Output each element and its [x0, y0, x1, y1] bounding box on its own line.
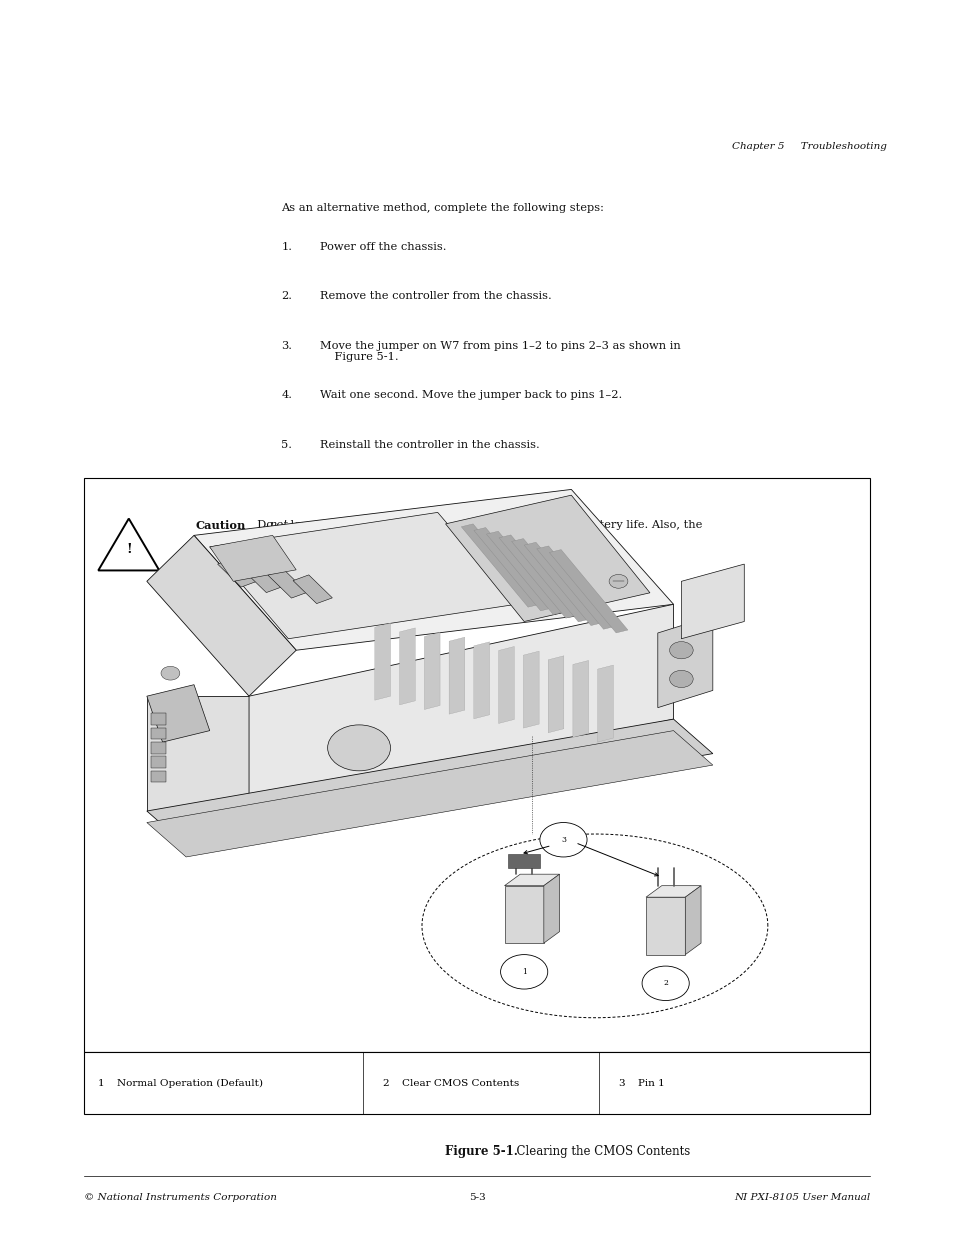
Polygon shape: [445, 495, 649, 621]
Bar: [151, 757, 167, 768]
Polygon shape: [210, 513, 516, 638]
Polygon shape: [147, 536, 295, 697]
Polygon shape: [249, 604, 673, 811]
Text: 2.: 2.: [281, 291, 293, 301]
Text: Do: Do: [250, 520, 276, 530]
Polygon shape: [498, 646, 514, 724]
Circle shape: [161, 667, 180, 680]
Text: Wait one second. Move the jumper back to pins 1–2.: Wait one second. Move the jumper back to…: [319, 390, 621, 400]
Text: Move the jumper on W7 from pins 1–2 to pins 2–3 as shown in
    Figure 5-1.: Move the jumper on W7 from pins 1–2 to p…: [319, 341, 679, 362]
Polygon shape: [147, 731, 712, 857]
Polygon shape: [474, 527, 552, 611]
Circle shape: [539, 823, 586, 857]
Circle shape: [500, 955, 547, 989]
Polygon shape: [537, 546, 615, 629]
Text: leave the jumper on pins 2–3. Doing so decreases battery life. Also, the: leave the jumper on pins 2–3. Doing so d…: [287, 520, 701, 530]
Circle shape: [641, 966, 688, 1000]
Polygon shape: [210, 536, 295, 582]
Text: Power off the chassis.: Power off the chassis.: [319, 242, 446, 252]
Text: !: !: [126, 543, 132, 556]
Text: © National Instruments Corporation: © National Instruments Corporation: [84, 1193, 276, 1203]
Text: 3: 3: [560, 836, 565, 844]
Circle shape: [669, 671, 693, 688]
Polygon shape: [523, 651, 538, 729]
Text: Reinstall the controller in the chassis.: Reinstall the controller in the chassis.: [319, 440, 538, 450]
Text: Caution: Caution: [195, 520, 246, 531]
Polygon shape: [680, 564, 743, 638]
Circle shape: [327, 725, 390, 771]
Polygon shape: [486, 531, 564, 615]
Polygon shape: [242, 564, 282, 593]
Text: 3: 3: [618, 1078, 624, 1088]
Bar: [151, 714, 167, 725]
Polygon shape: [508, 855, 539, 868]
Polygon shape: [597, 666, 613, 742]
Bar: [84, 478, 869, 1052]
Polygon shape: [573, 661, 588, 737]
Text: Clear CMOS Contents: Clear CMOS Contents: [401, 1078, 518, 1088]
Polygon shape: [474, 642, 489, 719]
Bar: [151, 771, 167, 782]
Polygon shape: [399, 627, 415, 705]
Polygon shape: [504, 874, 559, 885]
Text: not: not: [269, 520, 288, 530]
Polygon shape: [523, 542, 602, 626]
Text: 1: 1: [98, 1078, 105, 1088]
Text: Clearing the CMOS Contents: Clearing the CMOS Contents: [509, 1145, 689, 1158]
Text: 2: 2: [662, 979, 667, 987]
Circle shape: [608, 574, 627, 588]
Polygon shape: [511, 538, 590, 622]
Text: 2: 2: [382, 1078, 389, 1088]
Text: 1: 1: [521, 968, 526, 976]
Polygon shape: [293, 574, 332, 604]
Text: Pin 1: Pin 1: [637, 1078, 663, 1088]
Polygon shape: [147, 684, 210, 742]
Text: Figure 5-1.: Figure 5-1.: [444, 1145, 517, 1158]
Polygon shape: [684, 885, 700, 955]
Text: NI PXI-8105 User Manual: NI PXI-8105 User Manual: [733, 1193, 869, 1203]
Polygon shape: [658, 616, 712, 708]
Text: 5.: 5.: [281, 440, 293, 450]
Polygon shape: [548, 656, 563, 732]
Text: As an alternative method, complete the following steps:: As an alternative method, complete the f…: [281, 203, 603, 212]
Polygon shape: [193, 489, 673, 650]
Polygon shape: [461, 524, 539, 608]
Polygon shape: [449, 637, 464, 714]
Bar: [151, 727, 167, 740]
Text: 3.: 3.: [281, 341, 293, 351]
Polygon shape: [147, 697, 249, 811]
Polygon shape: [424, 632, 439, 709]
Polygon shape: [217, 558, 256, 587]
Polygon shape: [147, 719, 712, 846]
Text: 4.: 4.: [281, 390, 293, 400]
Polygon shape: [549, 550, 627, 632]
Text: controller will not boot.: controller will not boot.: [195, 557, 332, 567]
Polygon shape: [375, 624, 390, 700]
Polygon shape: [268, 569, 307, 598]
Text: 5-3: 5-3: [468, 1193, 485, 1203]
Bar: [84, 1052, 869, 1114]
Polygon shape: [645, 897, 684, 955]
Circle shape: [669, 642, 693, 658]
Text: Chapter 5     Troubleshooting: Chapter 5 Troubleshooting: [732, 142, 886, 151]
Polygon shape: [543, 874, 559, 944]
Text: Normal Operation (Default): Normal Operation (Default): [117, 1078, 263, 1088]
Polygon shape: [498, 535, 577, 619]
Polygon shape: [504, 885, 543, 944]
Text: Remove the controller from the chassis.: Remove the controller from the chassis.: [319, 291, 551, 301]
Polygon shape: [645, 885, 700, 897]
Text: 1.: 1.: [281, 242, 293, 252]
Bar: [151, 742, 167, 753]
